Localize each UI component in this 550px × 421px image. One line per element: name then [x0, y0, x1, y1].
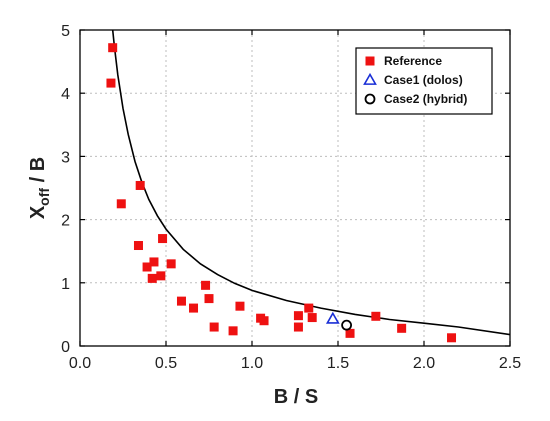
reference-point — [166, 259, 176, 269]
reference-point — [293, 322, 303, 332]
reference-point — [447, 333, 457, 343]
y-axis-title-rest: / B — [27, 157, 49, 188]
reference-point — [116, 199, 126, 209]
reference-point — [228, 326, 238, 336]
legend: Reference Case1 (dolos) Case2 (hybrid) — [355, 47, 493, 115]
reference-point — [397, 323, 407, 333]
legend-symbol — [363, 72, 377, 85]
reference-point — [293, 311, 303, 321]
y-tick-label: 1 — [61, 276, 70, 293]
legend-label: Case1 (dolos) — [384, 73, 463, 87]
legend-label: Reference — [384, 54, 442, 68]
x-tick-label: 1.0 — [241, 355, 263, 372]
case2-point — [341, 319, 353, 331]
reference-point — [204, 294, 214, 304]
reference-point — [209, 322, 219, 332]
reference-point — [307, 313, 317, 323]
reference-point — [371, 311, 381, 321]
y-tick-label: 0 — [61, 339, 70, 356]
y-tick-label: 3 — [61, 149, 70, 166]
data-markers — [106, 43, 457, 343]
reference-point — [158, 234, 168, 244]
reference-point — [201, 280, 211, 290]
y-axis-title-subscript: off — [36, 188, 52, 206]
reference-point — [259, 316, 269, 326]
x-tick-label: 2.5 — [499, 355, 521, 372]
reference-point — [147, 273, 157, 283]
y-axis-title-main: X — [27, 205, 49, 219]
reference-point — [345, 328, 355, 338]
reference-point — [149, 257, 159, 267]
reference-point — [189, 303, 199, 313]
x-tick-label: 2.0 — [413, 355, 435, 372]
reference-point — [304, 303, 314, 313]
y-tick-label: 4 — [61, 86, 70, 103]
axis-ticks: 0.0 0.5 1.0 1.5 2.0 2.5 0 1 2 3 4 5 — [61, 23, 521, 372]
x-tick-label: 0.0 — [69, 355, 91, 372]
legend-label: Case2 (hybrid) — [384, 92, 467, 106]
reference-point — [142, 262, 152, 272]
x-tick-label: 0.5 — [155, 355, 177, 372]
y-tick-label: 2 — [61, 213, 70, 230]
case1-point — [325, 311, 340, 324]
reference-point — [176, 296, 186, 306]
reference-point — [135, 180, 145, 190]
legend-box — [355, 47, 493, 115]
reference-point — [235, 301, 245, 311]
legend-symbol — [365, 56, 375, 66]
y-tick-label: 5 — [61, 23, 70, 40]
reference-point — [108, 43, 118, 53]
x-axis-title: B / S — [274, 386, 318, 408]
reference-point — [133, 241, 143, 251]
reference-point — [156, 271, 166, 281]
x-tick-label: 1.5 — [327, 355, 349, 372]
reference-point — [106, 78, 116, 88]
y-axis-title: Xoff / B — [27, 157, 52, 219]
legend-symbol — [364, 93, 376, 105]
plot-border — [79, 29, 511, 347]
plot-frame — [79, 29, 511, 347]
